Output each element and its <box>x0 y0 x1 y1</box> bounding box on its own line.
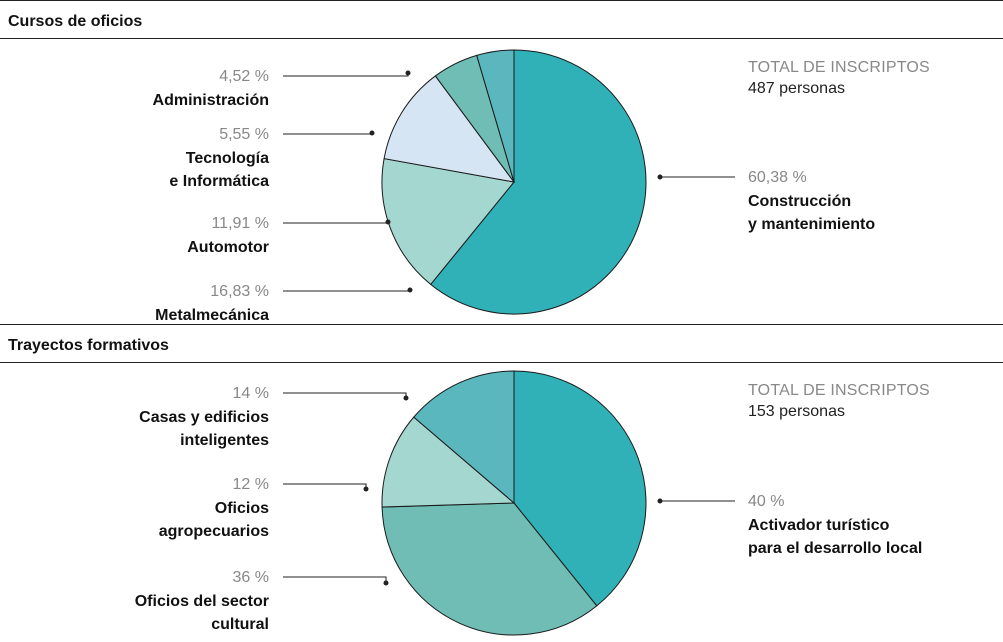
pie-slice-activador-turistico-para-el-desarrollo-local <box>513 370 647 607</box>
slice-percent-label: 5,55 % <box>219 126 269 143</box>
leader-line <box>283 392 407 398</box>
slice-name-label: para el desarrollo local <box>748 540 922 557</box>
slice-name-label: e Informática <box>169 173 269 190</box>
total-value: 153 personas <box>748 403 845 420</box>
chart-title: Trayectos formativos <box>8 337 169 354</box>
slice-name-label: cultural <box>211 616 269 633</box>
slice-percent-label: 12 % <box>233 476 269 493</box>
total-value: 487 personas <box>748 80 845 97</box>
chart-title: Cursos de oficios <box>8 13 143 30</box>
leader-line <box>283 73 409 77</box>
slice-name-label: y mantenimiento <box>748 216 875 233</box>
leader-dot <box>657 174 663 180</box>
slice-percent-label: 14 % <box>233 385 269 402</box>
leader-dot <box>657 498 663 504</box>
slice-name-label: inteligentes <box>180 432 269 449</box>
pie-slice-metalmecanica <box>381 157 515 286</box>
slice-percent-label: 36 % <box>233 569 269 586</box>
leader-dot <box>403 395 409 401</box>
chart-panel-cursos: Cursos de oficios TOTAL DE INSCRIPTOS 48… <box>0 0 1003 321</box>
pie-chart: 60,38 % Construcción y mantenimiento 16,83 … <box>153 49 875 321</box>
slice-name-label: Oficios <box>215 500 269 517</box>
slice-name-label: agropecuarios <box>159 523 269 540</box>
leader-dot <box>405 70 411 76</box>
slice-name-label: Oficios del sector <box>135 593 269 610</box>
pie-slice-construccion-y-mantenimiento <box>429 49 647 315</box>
pie-slice-casas-y-edificios-inteligentes <box>413 370 515 505</box>
slice-name-label: Casas y edificios <box>139 409 269 426</box>
leader-line <box>283 290 411 292</box>
slice-percent-label: 11,91 % <box>211 215 269 232</box>
slice-name-label: Metalmecánica <box>155 307 269 321</box>
leader-line <box>283 576 387 583</box>
pie-slice-automotor <box>383 75 516 183</box>
title-rule <box>0 362 1003 363</box>
leader-line <box>283 222 389 224</box>
total-label: TOTAL DE INSCRIPTOS <box>748 59 930 76</box>
slice-percent-label: 16,83 % <box>210 283 269 300</box>
leader-dot <box>369 130 375 136</box>
title-rule <box>0 38 1003 39</box>
pie-slice-oficios-del-sector-cultural <box>381 502 598 636</box>
top-rule <box>0 324 1003 325</box>
chart-panel-trayectos: Trayectos formativos TOTAL DE INSCRIPTOS… <box>0 321 1003 642</box>
pie-slice-administracion <box>476 49 515 183</box>
slice-name-label: Administración <box>153 92 269 109</box>
slice-percent-label: 4,52 % <box>219 68 269 85</box>
slice-name-label: Automotor <box>187 239 269 256</box>
leader-dot <box>385 219 391 225</box>
pie-slice-oficios-agropecuarios <box>381 416 516 508</box>
leader-line <box>283 483 367 489</box>
leader-dot <box>363 486 369 492</box>
top-rule <box>0 0 1003 1</box>
slice-percent-label: 60,38 % <box>748 169 807 186</box>
total-label: TOTAL DE INSCRIPTOS <box>748 382 930 399</box>
leader-line <box>283 133 373 135</box>
slice-name-label: Activador turístico <box>748 517 890 534</box>
pie-chart: 40 % Activador turístico para el desarroll… <box>135 370 922 636</box>
leader-dot <box>383 580 389 586</box>
slice-name-label: Construcción <box>748 193 851 210</box>
leader-dot <box>407 287 413 293</box>
slice-name-label: Tecnología <box>186 150 269 167</box>
slice-percent-label: 40 % <box>748 493 784 510</box>
